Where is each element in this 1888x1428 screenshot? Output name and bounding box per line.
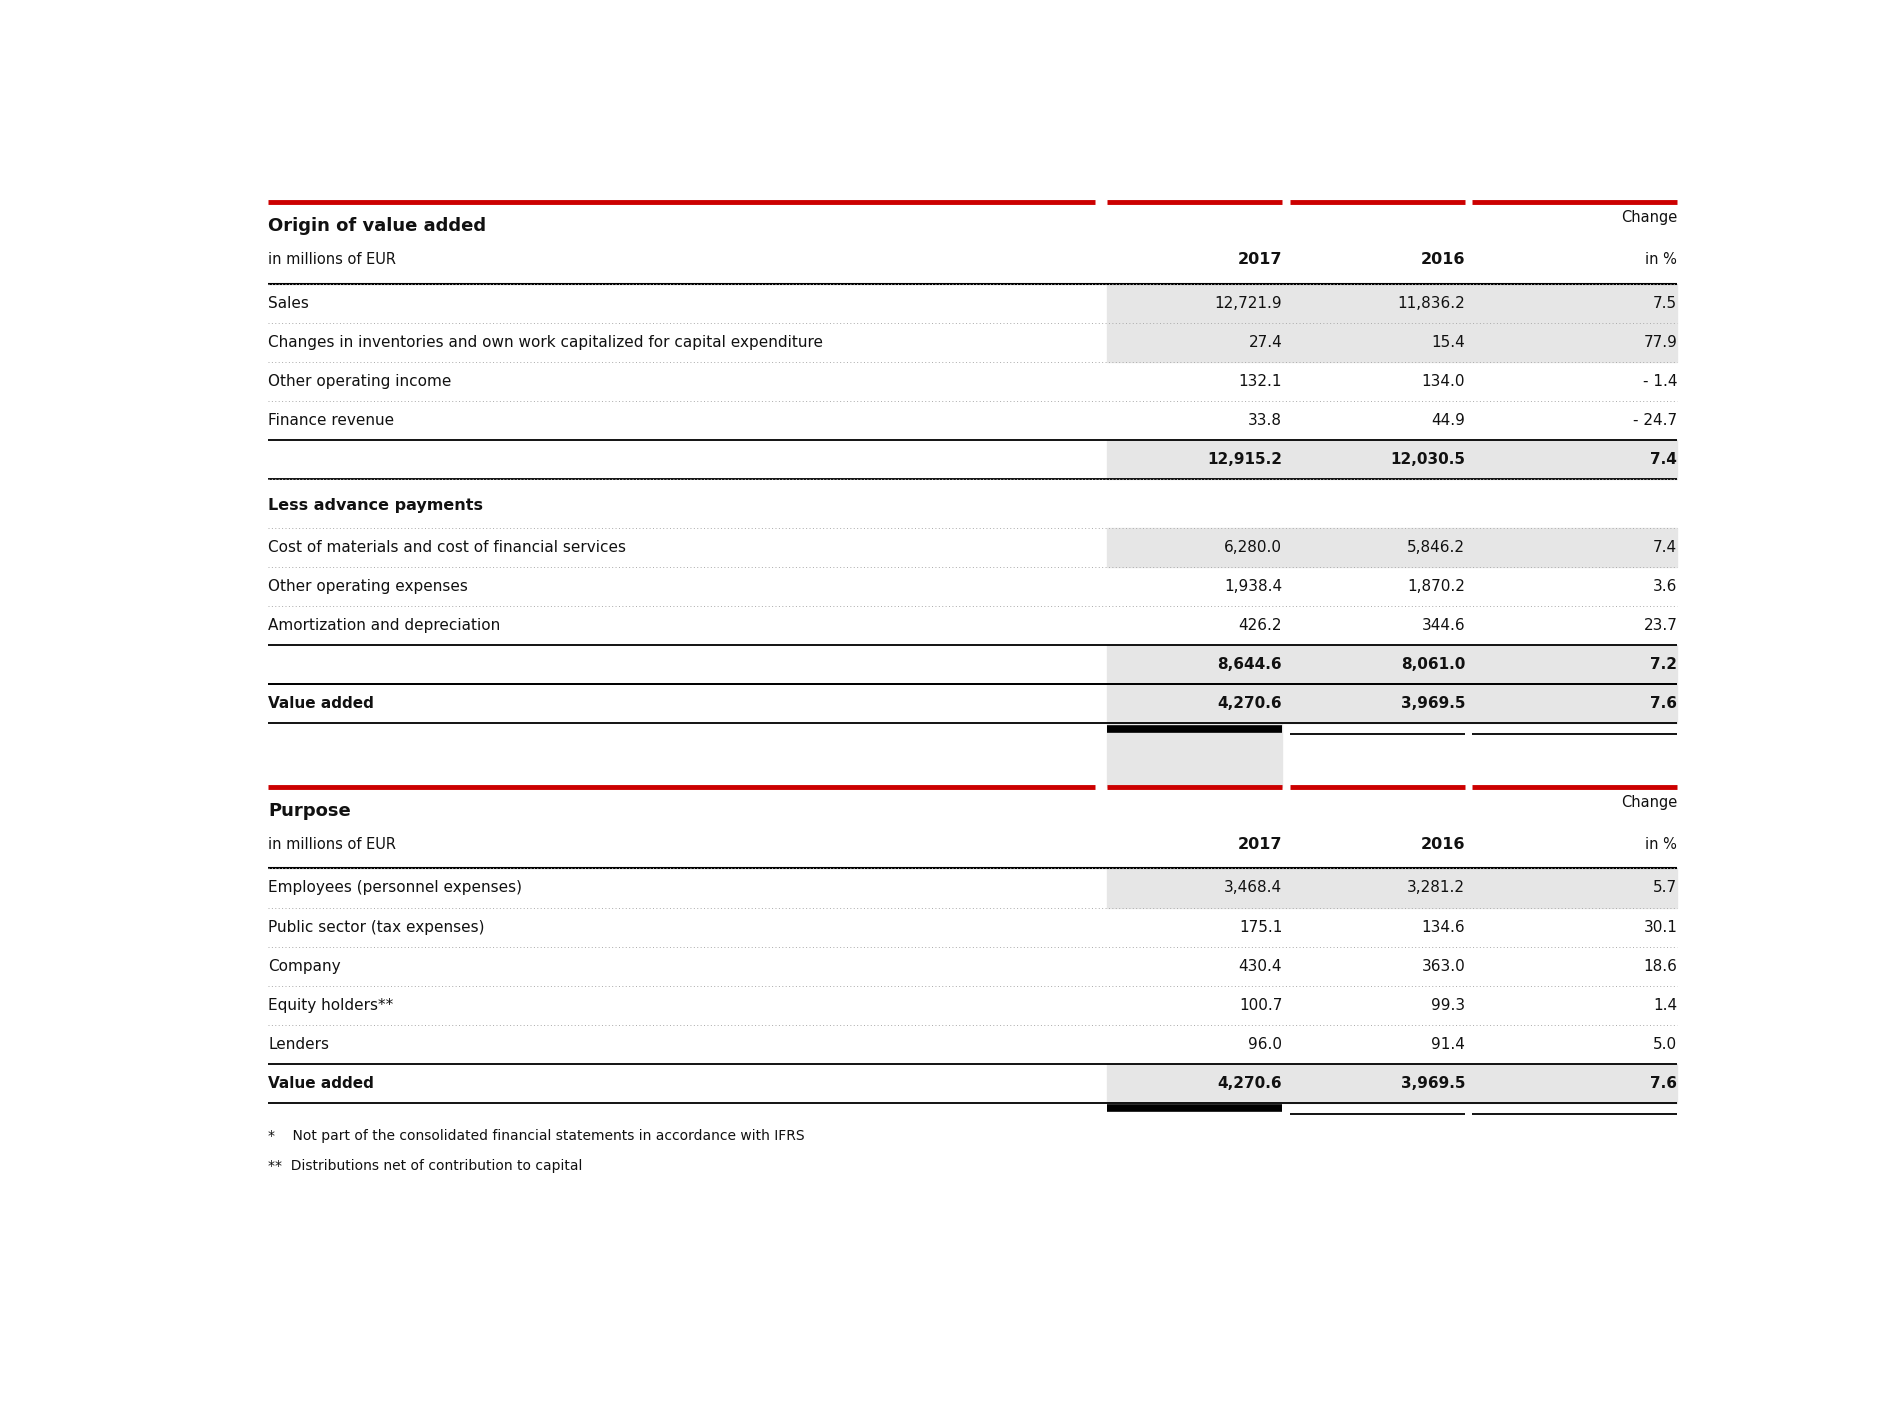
Text: 7.6: 7.6 [1650, 1075, 1677, 1091]
Text: Changes in inventories and own work capitalized for capital expenditure: Changes in inventories and own work capi… [268, 334, 823, 350]
Text: 132.1: 132.1 [1239, 374, 1282, 388]
Text: 23.7: 23.7 [1643, 618, 1677, 633]
Text: 44.9: 44.9 [1431, 413, 1465, 427]
Text: 6,280.0: 6,280.0 [1223, 540, 1282, 555]
Bar [1106, 440, 1677, 478]
Text: 2016: 2016 [1420, 837, 1465, 851]
Text: 7.4: 7.4 [1650, 451, 1677, 467]
Text: 99.3: 99.3 [1431, 998, 1465, 1012]
Text: in millions of EUR: in millions of EUR [268, 251, 396, 267]
Text: 77.9: 77.9 [1643, 334, 1677, 350]
Text: in %: in % [1644, 251, 1677, 267]
Text: 15.4: 15.4 [1431, 334, 1465, 350]
Text: 1.4: 1.4 [1654, 998, 1677, 1012]
Text: Sales: Sales [268, 296, 310, 310]
Text: 8,644.6: 8,644.6 [1218, 657, 1282, 673]
Text: Public sector (tax expenses): Public sector (tax expenses) [268, 920, 485, 934]
Text: 12,721.9: 12,721.9 [1214, 296, 1282, 310]
Text: 430.4: 430.4 [1239, 958, 1282, 974]
Text: 96.0: 96.0 [1248, 1037, 1282, 1051]
Text: 12,030.5: 12,030.5 [1390, 451, 1465, 467]
Text: Employees (personnel expenses): Employees (personnel expenses) [268, 881, 523, 895]
Bar [1106, 284, 1677, 323]
Text: 8,061.0: 8,061.0 [1401, 657, 1465, 673]
Text: Change: Change [1622, 795, 1677, 810]
Text: 3,468.4: 3,468.4 [1223, 881, 1282, 895]
Text: Amortization and depreciation: Amortization and depreciation [268, 618, 500, 633]
Text: 3,969.5: 3,969.5 [1401, 697, 1465, 711]
Text: Origin of value added: Origin of value added [268, 217, 487, 236]
Text: 3.6: 3.6 [1652, 580, 1677, 594]
Text: 100.7: 100.7 [1239, 998, 1282, 1012]
Text: Lenders: Lenders [268, 1037, 329, 1051]
Text: *    Not part of the consolidated financial statements in accordance with IFRS: * Not part of the consolidated financial… [268, 1128, 804, 1142]
Text: Other operating expenses: Other operating expenses [268, 580, 468, 594]
Text: 12,915.2: 12,915.2 [1206, 451, 1282, 467]
Text: 1,870.2: 1,870.2 [1407, 580, 1465, 594]
Bar [1106, 323, 1677, 361]
Text: 27.4: 27.4 [1248, 334, 1282, 350]
Text: Purpose: Purpose [268, 803, 351, 820]
Bar [1106, 1064, 1677, 1102]
Text: 91.4: 91.4 [1431, 1037, 1465, 1051]
Text: Cost of materials and cost of financial services: Cost of materials and cost of financial … [268, 540, 627, 555]
Text: Change: Change [1622, 210, 1677, 226]
Text: 4,270.6: 4,270.6 [1218, 1075, 1282, 1091]
Text: 2016: 2016 [1420, 251, 1465, 267]
Text: 426.2: 426.2 [1239, 618, 1282, 633]
Text: Less advance payments: Less advance payments [268, 498, 483, 514]
Text: **  Distributions net of contribution to capital: ** Distributions net of contribution to … [268, 1160, 583, 1174]
Text: 134.0: 134.0 [1422, 374, 1465, 388]
Text: 18.6: 18.6 [1643, 958, 1677, 974]
Bar [1106, 684, 1677, 724]
Text: in millions of EUR: in millions of EUR [268, 837, 396, 851]
Text: 5.7: 5.7 [1654, 881, 1677, 895]
Text: 7.6: 7.6 [1650, 697, 1677, 711]
Text: 134.6: 134.6 [1422, 920, 1465, 934]
Text: Equity holders**: Equity holders** [268, 998, 393, 1012]
Text: 7.5: 7.5 [1654, 296, 1677, 310]
Text: 30.1: 30.1 [1643, 920, 1677, 934]
Text: 344.6: 344.6 [1422, 618, 1465, 633]
Text: 3,281.2: 3,281.2 [1407, 881, 1465, 895]
Text: Value added: Value added [268, 697, 374, 711]
Text: 4,270.6: 4,270.6 [1218, 697, 1282, 711]
Text: 11,836.2: 11,836.2 [1397, 296, 1465, 310]
Text: Other operating income: Other operating income [268, 374, 451, 388]
Text: - 24.7: - 24.7 [1633, 413, 1677, 427]
Text: 2017: 2017 [1239, 251, 1282, 267]
Bar [1106, 724, 1282, 787]
Text: 175.1: 175.1 [1239, 920, 1282, 934]
Text: Value added: Value added [268, 1075, 374, 1091]
Text: 7.4: 7.4 [1654, 540, 1677, 555]
Text: 1,938.4: 1,938.4 [1223, 580, 1282, 594]
Bar [1106, 528, 1677, 567]
Text: 5,846.2: 5,846.2 [1407, 540, 1465, 555]
Text: Finance revenue: Finance revenue [268, 413, 395, 427]
Bar [1106, 868, 1677, 908]
Text: 5.0: 5.0 [1654, 1037, 1677, 1051]
Text: in %: in % [1644, 837, 1677, 851]
Text: - 1.4: - 1.4 [1643, 374, 1677, 388]
Text: 363.0: 363.0 [1422, 958, 1465, 974]
Bar [1106, 645, 1677, 684]
Text: 3,969.5: 3,969.5 [1401, 1075, 1465, 1091]
Text: 7.2: 7.2 [1650, 657, 1677, 673]
Text: Company: Company [268, 958, 342, 974]
Text: 2017: 2017 [1239, 837, 1282, 851]
Text: 33.8: 33.8 [1248, 413, 1282, 427]
